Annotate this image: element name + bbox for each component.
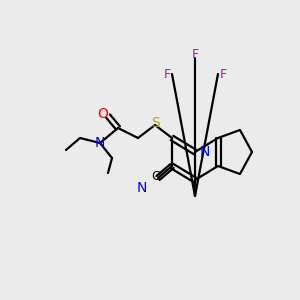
Text: F: F	[191, 49, 199, 62]
Text: N: N	[137, 181, 147, 195]
Text: N: N	[200, 145, 210, 159]
Text: O: O	[98, 107, 108, 121]
Text: F: F	[219, 68, 226, 80]
Text: S: S	[151, 116, 159, 130]
Text: F: F	[164, 68, 171, 80]
Text: C: C	[152, 169, 160, 182]
Text: N: N	[95, 136, 105, 150]
